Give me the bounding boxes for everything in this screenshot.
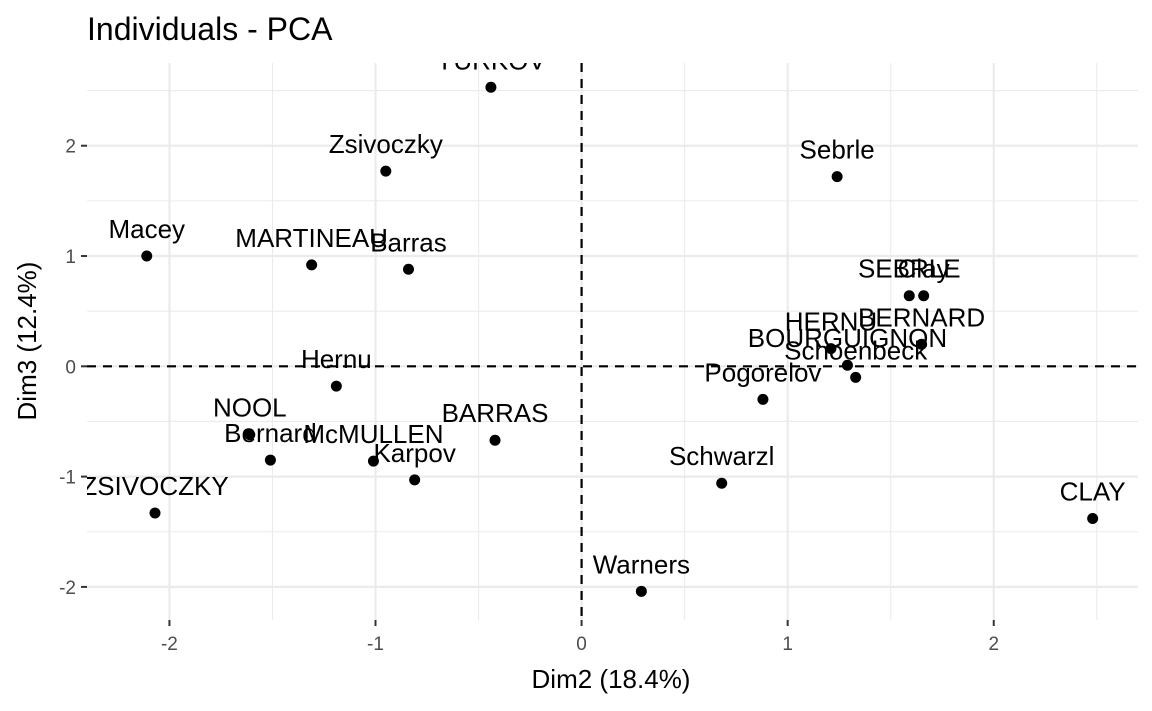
- data-point: [916, 338, 928, 350]
- point-labels: YURKOV Zsivoczky Sebrle Macey MARTINEAUBarra…: [81, 45, 1126, 579]
- data-points: [141, 81, 1099, 597]
- point-label: Pogorelov: [704, 357, 821, 387]
- point-label: CLAY: [1060, 477, 1126, 507]
- y-tick-label: 1: [65, 247, 76, 268]
- plot-panel: YURKOV Zsivoczky Sebrle Macey MARTINEAUBarra…: [81, 45, 1138, 620]
- point-label: Bernard: [224, 418, 317, 448]
- data-point: [716, 477, 728, 489]
- point-label: BARRAS: [442, 398, 549, 428]
- point-label: ZSIVOCZKY: [81, 471, 228, 501]
- data-point: [635, 585, 647, 597]
- y-tick-label: -2: [59, 578, 76, 599]
- data-point: [306, 259, 318, 271]
- point-label: Macey: [108, 214, 185, 244]
- x-axis: -2 -1 0 1 2: [161, 620, 999, 655]
- x-tick-label: 0: [576, 634, 587, 655]
- y-tick-label: -1: [59, 468, 76, 489]
- data-point: [402, 263, 414, 275]
- data-point: [841, 359, 853, 371]
- x-tick-label: -1: [367, 634, 384, 655]
- data-point: [485, 81, 497, 93]
- data-point: [367, 455, 379, 467]
- point-label: SEBRLE: [858, 254, 961, 284]
- point-label: Sebrle: [800, 135, 875, 165]
- data-point: [918, 290, 930, 302]
- data-point: [1087, 513, 1099, 525]
- point-label: Hernu: [301, 344, 372, 374]
- data-point: [264, 454, 276, 466]
- point-label: Karpov: [373, 438, 455, 468]
- data-point: [380, 165, 392, 177]
- point-label: NOOL: [213, 393, 287, 423]
- data-point: [244, 429, 256, 441]
- point-label: McMULLEN: [303, 419, 443, 449]
- reference-lines: [87, 63, 1138, 620]
- x-tick-label: 2: [988, 634, 999, 655]
- point-label: Schwarzl: [669, 441, 774, 471]
- x-tick-label: 1: [782, 634, 793, 655]
- point-label: BOURGUIGNON: [748, 323, 947, 353]
- point-label: Zsivoczky: [329, 129, 443, 159]
- data-point: [409, 474, 421, 486]
- data-point: [903, 290, 915, 302]
- point-label: BERNARD: [858, 302, 985, 332]
- point-label: YURKOV: [436, 45, 546, 75]
- data-point: [831, 171, 843, 183]
- data-point: [825, 343, 837, 355]
- y-tick-label: 2: [65, 137, 76, 158]
- data-point: [757, 393, 769, 405]
- chart-title: Individuals - PCA: [87, 11, 333, 47]
- y-axis-title: Dim3 (12.4%): [12, 262, 42, 421]
- y-tick-label: 0: [65, 357, 76, 378]
- minor-gridlines: [87, 63, 1138, 620]
- point-label: Clay: [898, 254, 950, 284]
- data-point: [850, 371, 862, 383]
- x-axis-title: Dim2 (18.4%): [532, 664, 691, 694]
- data-point: [489, 434, 501, 446]
- point-label: Warners: [593, 549, 690, 579]
- point-label: Barras: [370, 227, 447, 257]
- x-tick-label: -2: [161, 634, 178, 655]
- point-label: HERNU: [785, 307, 877, 337]
- y-axis: -2 -1 0 1 2: [59, 137, 87, 599]
- point-label: Schoenbeck: [784, 335, 928, 365]
- data-point: [149, 507, 161, 519]
- data-point: [330, 380, 342, 392]
- point-label: MARTINEAU: [235, 223, 388, 253]
- data-point: [141, 250, 153, 262]
- major-gridlines: [87, 63, 1138, 620]
